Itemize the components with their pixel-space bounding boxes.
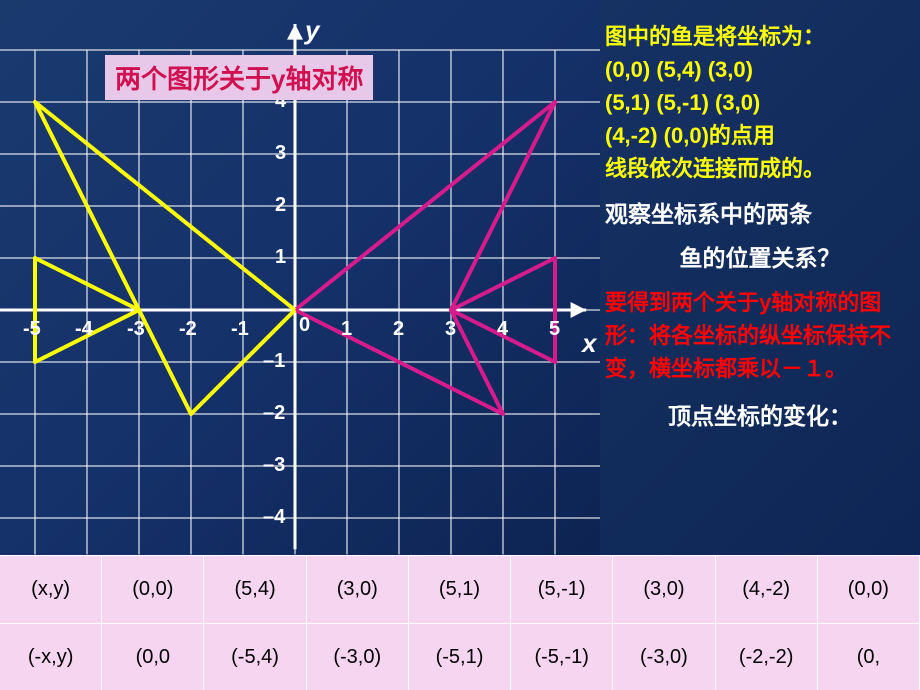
panel-text-7: 鱼的位置关系？ bbox=[605, 239, 915, 278]
panel-text-5: 线段依次连接而成的。 bbox=[605, 152, 915, 185]
table-cell: (5,4) bbox=[204, 556, 306, 623]
table-cell: (-3,0) bbox=[307, 624, 409, 690]
table-cell: (-2,-2) bbox=[716, 624, 818, 690]
table-cell: (4,-2) bbox=[716, 556, 818, 623]
panel-text-1: 图中的鱼是将坐标为： bbox=[605, 20, 915, 53]
panel-text-8: 要得到两个关于y轴对称的图形：将各坐标的纵坐标保持不变，横坐标都乘以－１。 bbox=[605, 286, 915, 385]
table-cell: (5,-1) bbox=[511, 556, 613, 623]
table-row: (x,y) (0,0) (5,4) (3,0) (5,1) (5,-1) (3,… bbox=[0, 555, 920, 623]
table-cell: (-5,-1) bbox=[511, 624, 613, 690]
table-cell: (-5,1) bbox=[409, 624, 511, 690]
table-cell: (0,0) bbox=[102, 556, 204, 623]
table-cell: (5,1) bbox=[409, 556, 511, 623]
table-cell: (0,0) bbox=[818, 556, 920, 623]
table-cell: (3,0) bbox=[307, 556, 409, 623]
panel-text-2: (0,0) (5,4) (3,0) bbox=[605, 53, 915, 86]
chart-title: 两个图形关于y轴对称 bbox=[105, 55, 373, 100]
table-cell: (-3,0) bbox=[613, 624, 715, 690]
text-panel: 图中的鱼是将坐标为： (0,0) (5,4) (3,0) (5,1) (5,-1… bbox=[600, 0, 920, 555]
table-cell: (0,0 bbox=[102, 624, 204, 690]
panel-text-4: (4,-2) (0,0)的点用 bbox=[605, 119, 915, 152]
row2-header: (-x,y) bbox=[0, 624, 102, 690]
panel-text-6: 观察坐标系中的两条 bbox=[605, 195, 915, 234]
coord-table: (x,y) (0,0) (5,4) (3,0) (5,1) (5,-1) (3,… bbox=[0, 555, 920, 690]
table-row: (-x,y) (0,0 (-5,4) (-3,0) (-5,1) (-5,-1)… bbox=[0, 623, 920, 690]
table-cell: (3,0) bbox=[613, 556, 715, 623]
panel-text-9: 顶点坐标的变化： bbox=[605, 397, 915, 431]
panel-text-3: (5,1) (5,-1) (3,0) bbox=[605, 86, 915, 119]
row1-header: (x,y) bbox=[0, 556, 102, 623]
coordinate-chart: 两个图形关于y轴对称 y x 0-5-4-3-2-1123451234–1–2–… bbox=[0, 0, 600, 555]
table-cell: (0, bbox=[818, 624, 920, 690]
table-cell: (-5,4) bbox=[204, 624, 306, 690]
